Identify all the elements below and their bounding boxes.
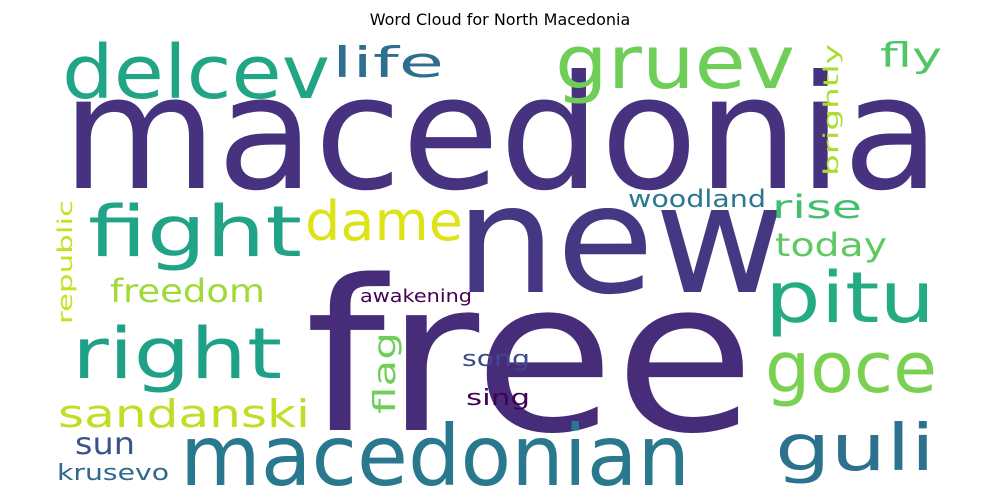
- word-today: today: [775, 226, 887, 264]
- word-right: right: [72, 313, 282, 395]
- word-delcev: delcev: [62, 30, 330, 116]
- word-brightly: brightly: [819, 44, 843, 176]
- word-macedonian: macedonian: [180, 407, 690, 500]
- word-life: life: [332, 38, 444, 87]
- word-krusevo: krusevo: [57, 461, 169, 486]
- word-freedom: freedom: [110, 272, 265, 310]
- word-fly: fly: [880, 36, 942, 76]
- word-rise: rise: [772, 188, 862, 226]
- chart-title: Word Cloud for North Macedonia: [369, 10, 631, 29]
- word-goce: goce: [765, 327, 937, 409]
- word-pitu: pitu: [765, 257, 935, 339]
- word-woodland: woodland: [628, 185, 766, 213]
- word-guli: guli: [775, 412, 935, 486]
- word-song: song: [462, 347, 530, 372]
- word-free: free: [305, 235, 755, 480]
- word-gruev: gruev: [555, 20, 795, 106]
- word-republic: republic: [53, 200, 77, 324]
- word-awakening: awakening: [360, 286, 472, 307]
- word-sing: sing: [466, 386, 530, 411]
- word-sandanski: sandanski: [58, 392, 310, 436]
- word-macedonia: macedonia: [62, 42, 940, 226]
- word-flag: flag: [368, 332, 403, 414]
- word-new: new: [455, 154, 785, 328]
- word-fight: fight: [88, 191, 302, 273]
- word-dame: dame: [305, 190, 463, 253]
- word-sun: sun: [75, 427, 135, 462]
